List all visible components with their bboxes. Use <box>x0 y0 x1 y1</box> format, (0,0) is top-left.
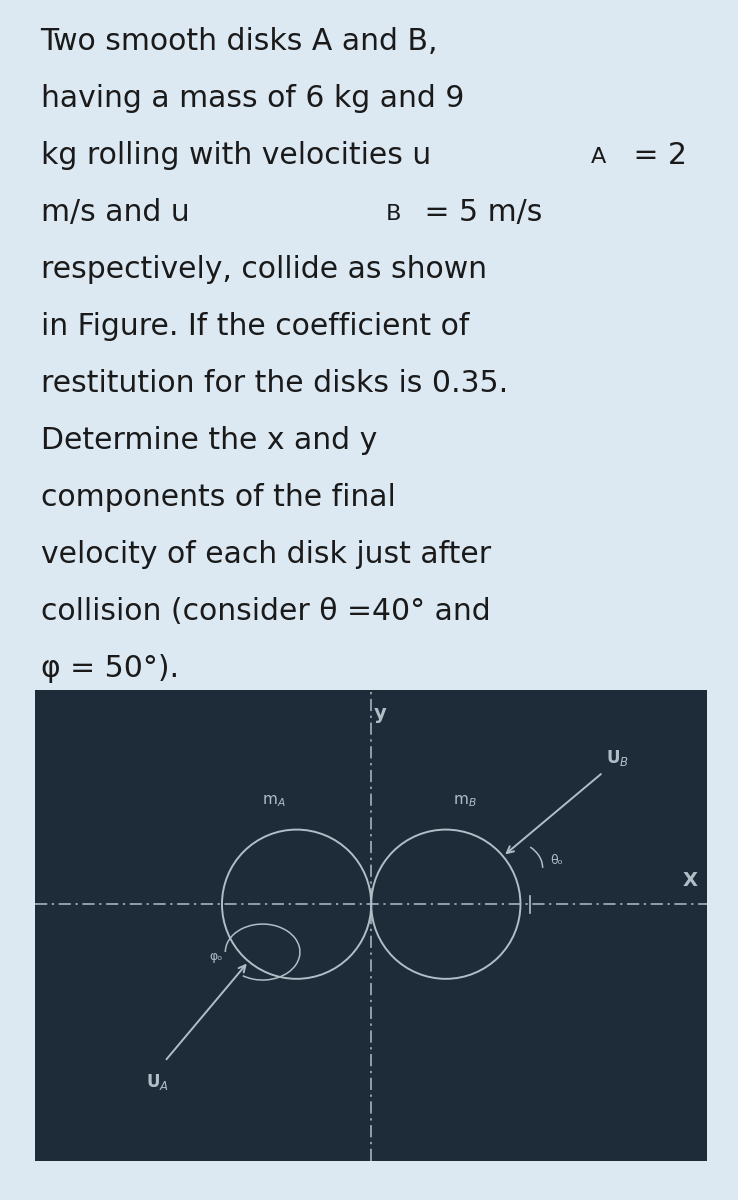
Text: y: y <box>373 703 386 722</box>
Text: components of the final: components of the final <box>41 484 396 512</box>
Text: A: A <box>590 146 606 167</box>
Text: θₒ: θₒ <box>551 854 563 868</box>
Text: U$_A$: U$_A$ <box>146 1073 169 1092</box>
Text: kg rolling with velocities u: kg rolling with velocities u <box>41 142 431 170</box>
Text: φₒ: φₒ <box>210 950 223 964</box>
Text: = 5 m/s: = 5 m/s <box>415 198 543 227</box>
Text: m/s and u: m/s and u <box>41 198 190 227</box>
Text: velocity of each disk just after: velocity of each disk just after <box>41 540 491 569</box>
Text: φ = 50°).: φ = 50°). <box>41 654 179 683</box>
Text: = 2: = 2 <box>624 142 686 170</box>
Text: B: B <box>386 204 401 224</box>
Text: respectively, collide as shown: respectively, collide as shown <box>41 256 486 284</box>
Text: m$_A$: m$_A$ <box>261 793 285 810</box>
Text: Two smooth disks A and B,: Two smooth disks A and B, <box>41 28 438 56</box>
Text: having a mass of 6 kg and 9: having a mass of 6 kg and 9 <box>41 84 464 113</box>
Text: collision (consider θ =40° and: collision (consider θ =40° and <box>41 598 490 626</box>
Text: in Figure. If the coefficient of: in Figure. If the coefficient of <box>41 312 469 341</box>
Text: Determine the x and y: Determine the x and y <box>41 426 377 455</box>
Text: X: X <box>683 871 697 890</box>
Text: U$_B$: U$_B$ <box>606 749 629 768</box>
Text: m$_B$: m$_B$ <box>452 793 476 810</box>
Text: restitution for the disks is 0.35.: restitution for the disks is 0.35. <box>41 370 508 398</box>
